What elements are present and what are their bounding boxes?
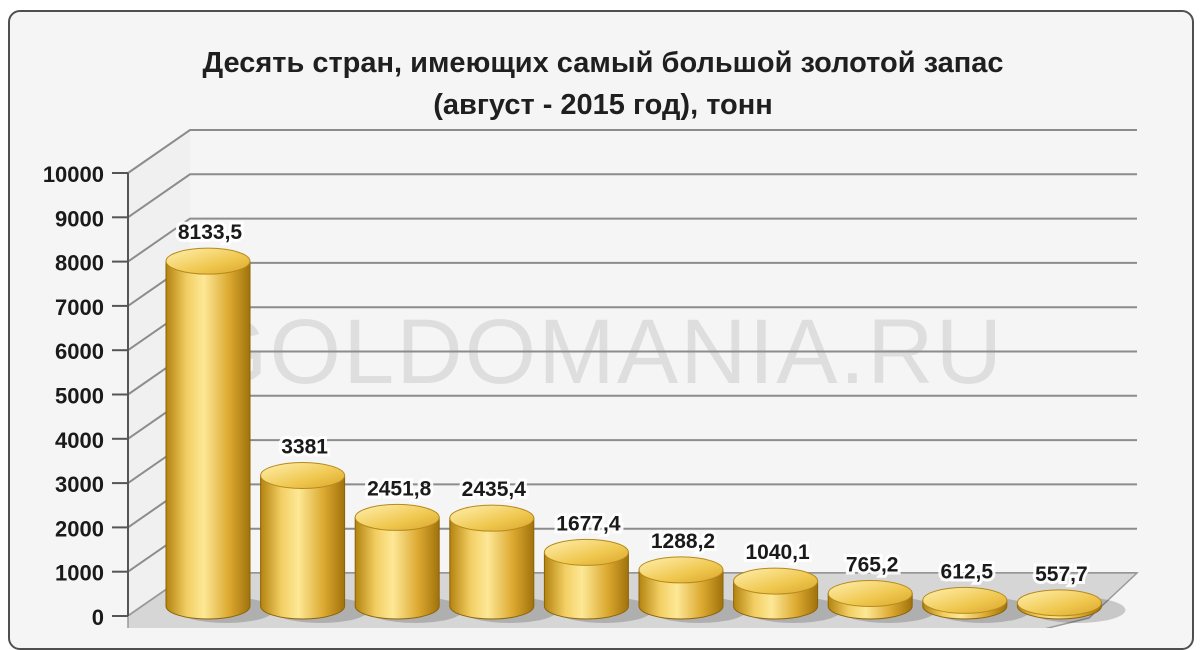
bar xyxy=(260,462,369,623)
bar xyxy=(1016,589,1126,623)
chart-title-line-1: Десять стран, имеющих самый большой золо… xyxy=(202,47,1004,79)
data-label: 2451,8 xyxy=(367,477,432,500)
bar-body xyxy=(354,516,440,620)
data-label-halo: 1677,4 xyxy=(556,512,621,535)
gridline xyxy=(127,306,1137,352)
bar-body xyxy=(165,260,251,620)
y-tick-label: 2000 xyxy=(55,516,104,541)
y-tick-label: 8000 xyxy=(55,251,104,276)
y-tick-label: 7000 xyxy=(55,295,104,320)
data-label: 1040,1 xyxy=(745,541,810,564)
gridline xyxy=(127,350,1137,396)
y-tick-label: 10000 xyxy=(43,162,104,187)
bar xyxy=(638,556,747,623)
gridline xyxy=(127,394,1137,440)
y-tick-label: 6000 xyxy=(55,339,104,364)
data-label: 557,7 xyxy=(1035,563,1088,586)
gridline xyxy=(127,261,1137,307)
bar-body xyxy=(260,475,346,620)
bar-top xyxy=(260,462,346,490)
bar-top xyxy=(922,586,1008,614)
bar xyxy=(543,538,653,623)
y-tick-label: 0 xyxy=(92,605,104,628)
data-label: 765,2 xyxy=(846,553,899,576)
bar-top xyxy=(1016,589,1102,617)
bar-top xyxy=(827,579,913,607)
data-label-halo: 1040,1 xyxy=(745,541,810,564)
y-tick-label: 5000 xyxy=(55,384,104,409)
gridline xyxy=(127,217,1137,263)
data-label: 3381 xyxy=(281,436,328,459)
data-label-halo: 1288,2 xyxy=(651,530,715,553)
bar-top xyxy=(733,567,819,595)
bars xyxy=(165,247,1126,623)
data-label-halo: 3381 xyxy=(281,436,328,459)
bar xyxy=(165,247,274,623)
y-tick-label: 3000 xyxy=(55,472,104,497)
data-label-halo: 2435,4 xyxy=(462,478,527,501)
bar xyxy=(733,567,842,623)
y-tick-label: 9000 xyxy=(55,206,104,231)
bar xyxy=(827,579,937,623)
data-label: 1288,2 xyxy=(651,530,715,553)
data-label: 612,5 xyxy=(941,560,994,583)
bar-chart: 0 1000 2000 3000 4000 5000 6000 7000 8000 9000 100… xyxy=(43,129,1139,628)
bar-body xyxy=(638,569,724,620)
bar xyxy=(354,503,464,623)
bar-top xyxy=(449,504,535,532)
bar-top xyxy=(165,247,251,275)
bar-body xyxy=(449,517,535,620)
chart-title-line-2: (август - 2015 год), тонн xyxy=(433,89,773,121)
bar-top xyxy=(543,538,629,566)
y-tick-label: 1000 xyxy=(55,561,104,586)
bar xyxy=(449,504,558,623)
gridline xyxy=(127,129,1137,174)
bar-body xyxy=(543,551,629,620)
y-tick-label: 4000 xyxy=(55,428,104,453)
y-axis: 0 1000 2000 3000 4000 5000 6000 7000 8000 9000 100… xyxy=(43,162,129,628)
data-label: 8133,5 xyxy=(178,221,243,244)
data-label: 1677,4 xyxy=(556,512,621,535)
data-label-halo: 765,2 xyxy=(846,553,899,576)
bar-top xyxy=(354,503,440,531)
data-label-halo: 8133,5 xyxy=(178,221,243,244)
data-label: 2435,4 xyxy=(462,478,527,501)
chart-title: Десять стран, имеющих самый большой золо… xyxy=(10,42,1192,126)
data-label-halo: 557,7 xyxy=(1035,563,1088,586)
bar xyxy=(922,586,1031,623)
data-label-halo: 2451,8 xyxy=(367,477,432,500)
data-label-halo: 612,5 xyxy=(941,560,994,583)
bar-top xyxy=(638,556,724,584)
gridline xyxy=(127,173,1137,219)
